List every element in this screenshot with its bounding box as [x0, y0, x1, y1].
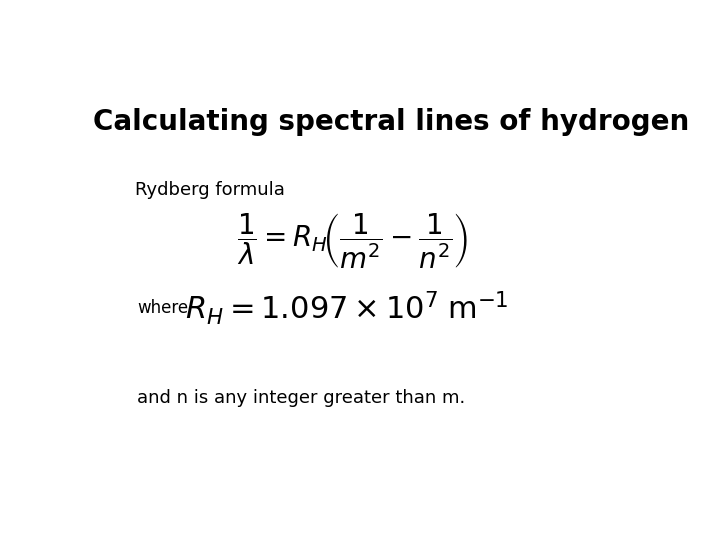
Text: $R_{H} = 1.097 \times 10^7 \; \mathrm{m}^{-1}$: $R_{H} = 1.097 \times 10^7 \; \mathrm{m}… [185, 289, 508, 327]
Text: $\dfrac{1}{\lambda} = R_{H}\!\left(\dfrac{1}{m^2} - \dfrac{1}{n^2}\right)$: $\dfrac{1}{\lambda} = R_{H}\!\left(\dfra… [237, 212, 468, 271]
Text: where: where [138, 299, 189, 317]
Text: Rydberg formula: Rydberg formula [135, 181, 284, 199]
Text: and n is any integer greater than m.: and n is any integer greater than m. [138, 389, 466, 407]
Text: Calculating spectral lines of hydrogen: Calculating spectral lines of hydrogen [93, 109, 690, 137]
